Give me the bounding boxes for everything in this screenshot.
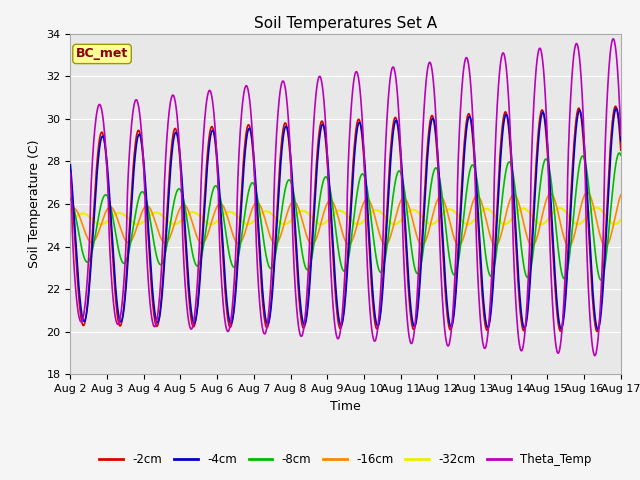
- Y-axis label: Soil Temperature (C): Soil Temperature (C): [28, 140, 41, 268]
- X-axis label: Time: Time: [330, 400, 361, 413]
- Text: BC_met: BC_met: [76, 48, 128, 60]
- Title: Soil Temperatures Set A: Soil Temperatures Set A: [254, 16, 437, 31]
- Legend: -2cm, -4cm, -8cm, -16cm, -32cm, Theta_Temp: -2cm, -4cm, -8cm, -16cm, -32cm, Theta_Te…: [95, 448, 596, 471]
